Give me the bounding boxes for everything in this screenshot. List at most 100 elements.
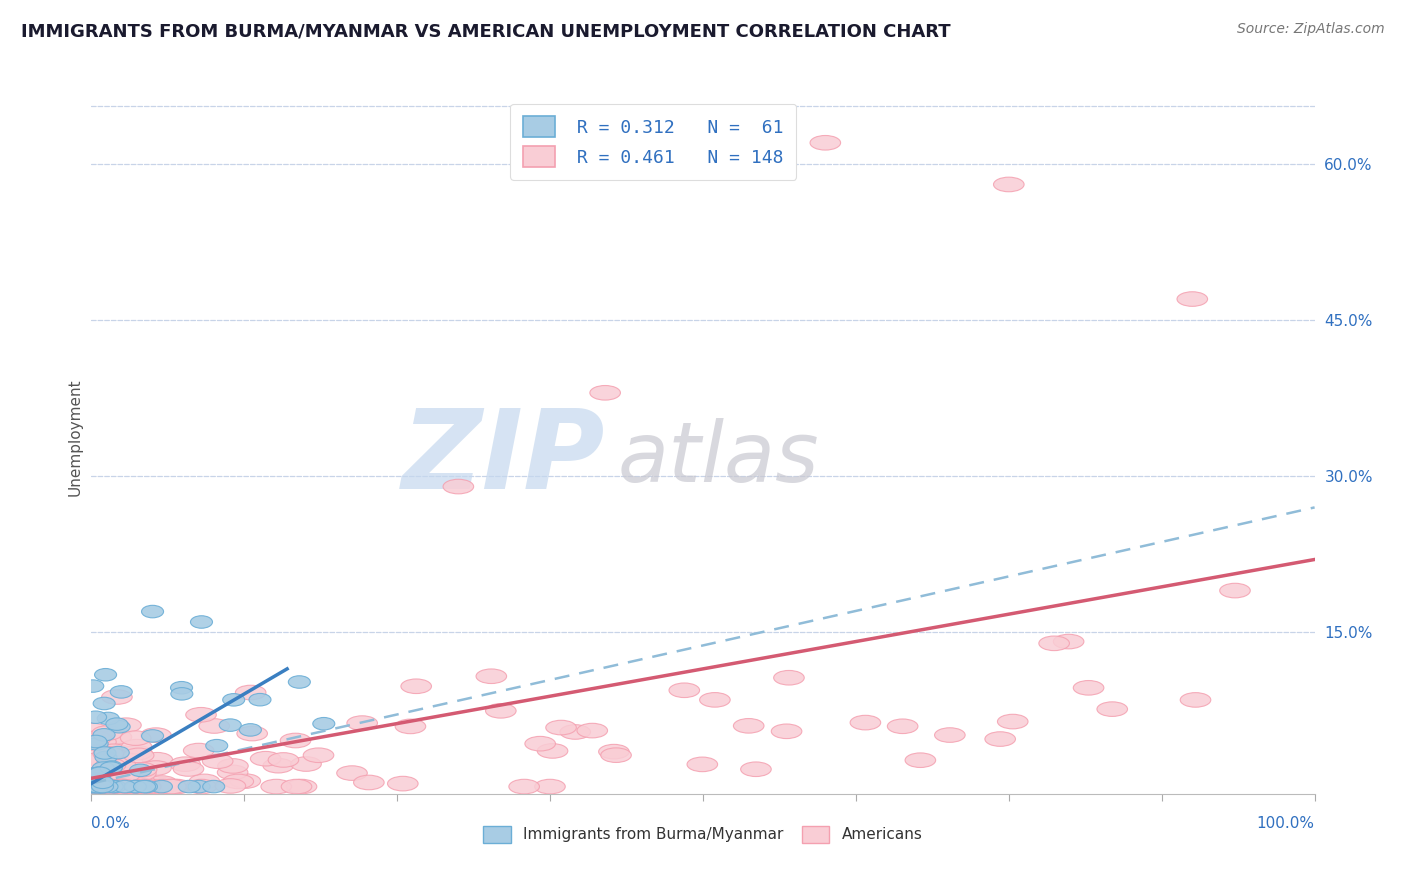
Ellipse shape (156, 780, 187, 794)
Ellipse shape (77, 780, 108, 794)
Ellipse shape (89, 780, 111, 793)
Ellipse shape (1073, 681, 1104, 695)
Ellipse shape (101, 780, 124, 793)
Ellipse shape (112, 780, 143, 794)
Ellipse shape (534, 780, 565, 794)
Ellipse shape (107, 780, 138, 794)
Ellipse shape (79, 780, 110, 794)
Ellipse shape (89, 769, 111, 781)
Ellipse shape (135, 780, 166, 794)
Ellipse shape (183, 743, 214, 758)
Ellipse shape (94, 780, 124, 794)
Ellipse shape (135, 780, 157, 793)
Ellipse shape (89, 767, 111, 780)
Y-axis label: Unemployment: Unemployment (67, 378, 83, 496)
Ellipse shape (105, 780, 136, 794)
Ellipse shape (103, 757, 134, 772)
Text: 0.0%: 0.0% (91, 816, 131, 831)
Ellipse shape (188, 780, 209, 793)
Ellipse shape (77, 777, 108, 792)
Ellipse shape (395, 719, 426, 734)
Ellipse shape (477, 669, 506, 683)
Ellipse shape (77, 780, 108, 794)
Ellipse shape (810, 136, 841, 150)
Ellipse shape (150, 780, 173, 793)
Ellipse shape (82, 768, 104, 780)
Ellipse shape (84, 711, 107, 723)
Ellipse shape (388, 776, 418, 791)
Ellipse shape (91, 733, 122, 747)
Ellipse shape (186, 707, 217, 722)
Ellipse shape (235, 685, 266, 700)
Ellipse shape (89, 761, 120, 775)
Ellipse shape (77, 723, 108, 738)
Ellipse shape (560, 724, 591, 739)
Ellipse shape (108, 764, 139, 780)
Ellipse shape (83, 780, 114, 794)
Ellipse shape (134, 780, 156, 793)
Ellipse shape (997, 714, 1028, 729)
Ellipse shape (96, 769, 127, 783)
Ellipse shape (443, 479, 474, 494)
Text: IMMIGRANTS FROM BURMA/MYANMAR VS AMERICAN UNEMPLOYMENT CORRELATION CHART: IMMIGRANTS FROM BURMA/MYANMAR VS AMERICA… (21, 22, 950, 40)
Ellipse shape (148, 778, 179, 792)
Ellipse shape (239, 723, 262, 736)
Ellipse shape (190, 615, 212, 628)
Ellipse shape (146, 776, 177, 790)
Ellipse shape (537, 744, 568, 758)
Ellipse shape (82, 749, 112, 764)
Ellipse shape (93, 780, 124, 794)
Ellipse shape (125, 780, 146, 793)
Ellipse shape (202, 754, 233, 769)
Ellipse shape (688, 757, 717, 772)
Ellipse shape (250, 751, 281, 766)
Ellipse shape (91, 780, 114, 792)
Ellipse shape (222, 694, 245, 706)
Ellipse shape (141, 728, 172, 742)
Ellipse shape (82, 680, 104, 692)
Ellipse shape (104, 780, 127, 793)
Legend:  R = 0.312   N =  61,  R = 0.461   N = 148: R = 0.312 N = 61, R = 0.461 N = 148 (510, 103, 796, 179)
Ellipse shape (141, 761, 172, 775)
Ellipse shape (96, 758, 125, 772)
Ellipse shape (93, 780, 122, 794)
Ellipse shape (669, 683, 700, 698)
Legend: Immigrants from Burma/Myanmar, Americans: Immigrants from Burma/Myanmar, Americans (478, 820, 928, 848)
Ellipse shape (86, 735, 117, 749)
Ellipse shape (77, 770, 108, 784)
Ellipse shape (591, 385, 620, 401)
Ellipse shape (82, 767, 112, 782)
Ellipse shape (122, 780, 152, 794)
Ellipse shape (218, 765, 247, 780)
Ellipse shape (281, 780, 312, 794)
Ellipse shape (1180, 692, 1211, 707)
Ellipse shape (262, 780, 291, 794)
Ellipse shape (91, 780, 114, 793)
Ellipse shape (114, 780, 136, 793)
Ellipse shape (91, 780, 114, 793)
Ellipse shape (1177, 292, 1208, 306)
Ellipse shape (107, 780, 136, 794)
Ellipse shape (131, 780, 162, 794)
Ellipse shape (80, 754, 111, 768)
Ellipse shape (86, 780, 108, 793)
Ellipse shape (84, 735, 107, 747)
Ellipse shape (77, 732, 108, 747)
Ellipse shape (125, 780, 156, 794)
Text: 100.0%: 100.0% (1257, 816, 1315, 831)
Ellipse shape (170, 681, 193, 694)
Ellipse shape (336, 766, 367, 780)
Ellipse shape (291, 756, 322, 772)
Ellipse shape (546, 720, 576, 735)
Ellipse shape (110, 767, 139, 782)
Ellipse shape (347, 715, 377, 731)
Ellipse shape (114, 780, 143, 794)
Ellipse shape (170, 688, 193, 700)
Ellipse shape (83, 780, 105, 793)
Ellipse shape (82, 780, 104, 793)
Ellipse shape (127, 763, 157, 777)
Ellipse shape (105, 718, 128, 731)
Ellipse shape (121, 739, 152, 754)
Ellipse shape (107, 747, 129, 759)
Ellipse shape (80, 731, 111, 746)
